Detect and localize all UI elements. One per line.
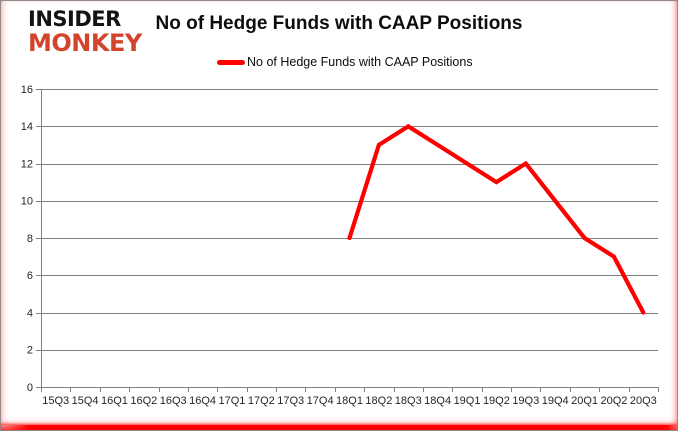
x-axis-tick-label: 20Q2	[600, 395, 627, 407]
x-axis-tick-label: 20Q1	[571, 395, 598, 407]
x-axis-tick-label: 16Q3	[160, 395, 187, 407]
x-axis-tick-label: 15Q4	[72, 395, 99, 407]
x-axis-tick-label: 18Q2	[365, 395, 392, 407]
x-axis-tick-label: 19Q1	[454, 395, 481, 407]
insider-monkey-logo: INSIDER MONKEY	[28, 7, 142, 57]
x-axis-tick-label: 18Q3	[395, 395, 422, 407]
x-axis-tick-label: 19Q4	[542, 395, 569, 407]
y-axis-tick-label: 12	[21, 158, 33, 170]
logo-word-insider: INSIDER	[28, 7, 121, 31]
y-axis-tick-label: 0	[27, 382, 33, 394]
logo-word-monkey: MONKEY	[28, 29, 142, 57]
legend-label: No of Hedge Funds with CAAP Positions	[247, 55, 473, 69]
y-axis-tick-label: 6	[27, 270, 33, 282]
legend-line-marker	[217, 59, 245, 65]
x-axis-tick-label: 17Q4	[307, 395, 334, 407]
x-axis-tick-label: 18Q4	[424, 395, 451, 407]
y-axis-tick-label: 2	[27, 345, 33, 357]
x-axis-tick-label: 17Q1	[219, 395, 246, 407]
x-axis-tick-label: 16Q2	[130, 395, 157, 407]
x-axis-tick-label: 16Q4	[189, 395, 216, 407]
x-axis-tick-label: 15Q3	[42, 395, 69, 407]
y-axis-tick-label: 10	[21, 196, 33, 208]
x-axis-tick-label: 16Q1	[101, 395, 128, 407]
series-line	[347, 123, 646, 315]
x-axis-tick-label: 19Q3	[512, 395, 539, 407]
y-axis-tick-label: 8	[27, 233, 33, 245]
y-axis-tick-label: 4	[27, 307, 33, 319]
x-axis-tick-label: 17Q2	[248, 395, 275, 407]
y-axis-tick-label: 14	[21, 121, 33, 133]
x-axis-tick-label: 17Q3	[277, 395, 304, 407]
x-axis-tick-label: 18Q1	[336, 395, 363, 407]
x-axis-tick-label: 19Q2	[483, 395, 510, 407]
x-axis-tick-label: 20Q3	[630, 395, 657, 407]
chart-title: No of Hedge Funds with CAAP Positions	[155, 13, 523, 34]
y-axis-tick-label: 16	[21, 84, 33, 96]
chart-legend: No of Hedge Funds with CAAP Positions	[217, 55, 473, 69]
